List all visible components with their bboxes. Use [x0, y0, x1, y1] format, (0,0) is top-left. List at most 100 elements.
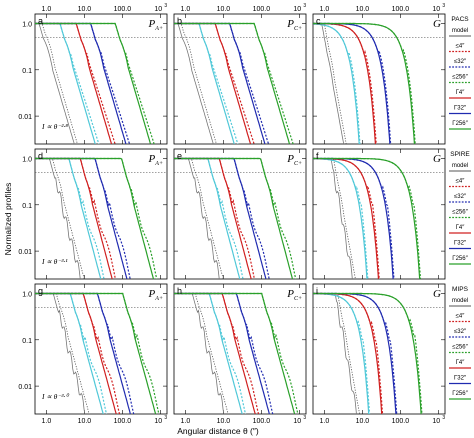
kernel-label: G — [433, 153, 441, 165]
x-axis-label: Angular distance θ (″) — [177, 426, 259, 436]
y-tick-label: 0.1 — [22, 203, 32, 210]
series-model-dotted — [313, 23, 347, 144]
series-model-dotted — [174, 23, 217, 144]
panel-frame — [173, 13, 307, 145]
series-dotted-s4 — [313, 293, 371, 414]
kernel-subscript: C+ — [294, 26, 302, 32]
legend: PACS model ≤4″ ≤32″ ≤256″ Γ4″ Γ32″ Γ256″ SPIRE mo… — [449, 16, 471, 400]
legend-group-pacs: PACS model ≤4″ ≤32″ ≤256″ Γ4″ Γ32″ Γ256″ — [449, 16, 471, 130]
legend-item-label: ≤256″ — [452, 75, 468, 81]
top-tick-label: 10 — [293, 6, 301, 13]
kernel-subscript: C+ — [294, 161, 302, 167]
kernel-subscript: A+ — [154, 161, 163, 167]
y-tick-label: 1.0 — [22, 291, 32, 298]
panel-frame — [312, 283, 446, 415]
panel-frame — [34, 13, 168, 145]
top-tick-label: 100.0 — [392, 6, 410, 13]
panel-letter: d — [38, 151, 43, 161]
series-model-dotted — [35, 293, 90, 414]
series-dotted-s2048 — [313, 157, 422, 279]
series-model-dotted — [174, 293, 229, 414]
legend-item-label: ≤256″ — [452, 210, 468, 216]
bottom-tick-label: 10.0 — [356, 418, 370, 425]
legend-item-label: ≤32″ — [454, 329, 467, 335]
series-dotted-s2048 — [35, 157, 158, 279]
legend-item-label: Γ4″ — [456, 90, 466, 96]
bottom-tick-label: 10.0 — [78, 418, 92, 425]
panel-a: a PA+I ∝ θ⁻²·⁸1.00.10.011.0 10.0 100.0 10 3 — [18, 3, 168, 145]
top-tick-exponent: 3 — [442, 3, 445, 9]
series-dotted-s2048 — [313, 22, 416, 144]
top-tick-label: 1.0 — [181, 6, 191, 13]
y-tick-label: 0.01 — [18, 249, 32, 256]
legend-item-label: model — [452, 298, 468, 304]
top-tick-label: 100.0 — [253, 6, 271, 13]
y-tick-label: 1.0 — [22, 156, 32, 163]
legend-item-label: ≤256″ — [452, 345, 468, 351]
bottom-tick-label: 10 — [154, 418, 162, 425]
top-tick-label: 10.0 — [78, 6, 92, 13]
series-dotted-s2048 — [313, 292, 423, 414]
panel-curves — [313, 22, 416, 144]
legend-group-spire: SPIRE model ≤4″ ≤32″ ≤256″ Γ4″ Γ32″ Γ256″ — [449, 151, 471, 265]
panel-frame — [173, 148, 307, 280]
panel-c: c G 1.0 10.0 100.0 10 3 — [312, 3, 446, 145]
panel-letter: a — [38, 16, 43, 26]
series-dotted-s2048 — [35, 292, 160, 414]
panel-h: h PC+1.0 10.0 100.0 10 3 — [173, 283, 307, 425]
panel-b: b PC+1.0 10.0 100.0 10 3 — [173, 3, 307, 145]
bottom-tick-label: 1.0 — [181, 418, 191, 425]
panel-curves — [174, 22, 294, 144]
legend-item-label: Γ256″ — [452, 256, 468, 262]
bottom-tick-exponent: 3 — [164, 415, 167, 421]
series-model — [174, 23, 214, 144]
series-dotted-s32 — [313, 22, 377, 144]
series-dotted-s2048 — [174, 22, 294, 144]
legend-group-mips: MIPS model ≤4″ ≤32″ ≤256″ Γ4″ Γ32″ Γ256″ — [449, 286, 471, 400]
legend-item-label: model — [452, 28, 468, 34]
kernel-subscript: C+ — [294, 296, 302, 302]
series-dotted-s2048 — [35, 22, 155, 144]
legend-item-label: ≤4″ — [456, 44, 466, 50]
panel-curves — [174, 157, 297, 279]
y-tick-label: 0.1 — [22, 68, 32, 75]
y-axis-label: Normalized profiles — [3, 183, 13, 256]
top-tick-exponent: 3 — [164, 3, 167, 9]
legend-item-label: model — [452, 163, 468, 169]
top-tick-label: 10.0 — [356, 6, 370, 13]
legend-item-label: Γ4″ — [456, 225, 466, 231]
legend-item-label: Γ32″ — [454, 241, 467, 247]
series-model — [35, 23, 75, 144]
panel-d: d PA+I ∝ θ⁻³·¹1.00.10.01 — [18, 148, 168, 280]
series-model — [313, 158, 353, 279]
panel-curves — [35, 22, 155, 144]
panel-grid: a PA+I ∝ θ⁻²·⁸1.00.10.011.0 10.0 100.0 10 3b P… — [18, 3, 446, 425]
top-tick-label: 1.0 — [320, 6, 330, 13]
slope-annotation: I ∝ θ⁻³·¹ — [41, 257, 68, 266]
top-tick-label: 1.0 — [42, 6, 52, 13]
bottom-tick-label: 100.0 — [114, 418, 132, 425]
y-tick-label: 1.0 — [22, 21, 32, 28]
panel-i: i G 1.0 10.0 100.0 10 3 — [312, 283, 446, 425]
top-tick-label: 10 — [432, 6, 440, 13]
series-model-dotted — [35, 23, 78, 144]
legend-item-label: ≤32″ — [454, 59, 467, 65]
legend-item-label: ≤32″ — [454, 194, 467, 200]
kernel-label: G — [433, 18, 441, 30]
legend-item-label: Γ32″ — [454, 376, 467, 382]
series-dotted-s2048 — [174, 157, 297, 279]
legend-title: PACS — [451, 16, 469, 23]
legend-item-label: Γ4″ — [456, 360, 466, 366]
kernel-subscript: A+ — [154, 296, 163, 302]
panel-letter: b — [177, 16, 182, 26]
legend-item-label: ≤4″ — [456, 179, 466, 185]
panel-letter: i — [316, 286, 318, 296]
kernel-label: G — [433, 288, 441, 300]
series-dotted-s2048 — [174, 292, 299, 414]
panel-letter: e — [177, 151, 182, 161]
series-model — [35, 293, 86, 414]
top-tick-label: 10 — [154, 6, 162, 13]
panel-letter: g — [38, 286, 43, 296]
panel-g: g PA+I ∝ θ⁻³·⁰1.00.10.011.0 10.0 100.0 10 3 — [18, 283, 168, 425]
